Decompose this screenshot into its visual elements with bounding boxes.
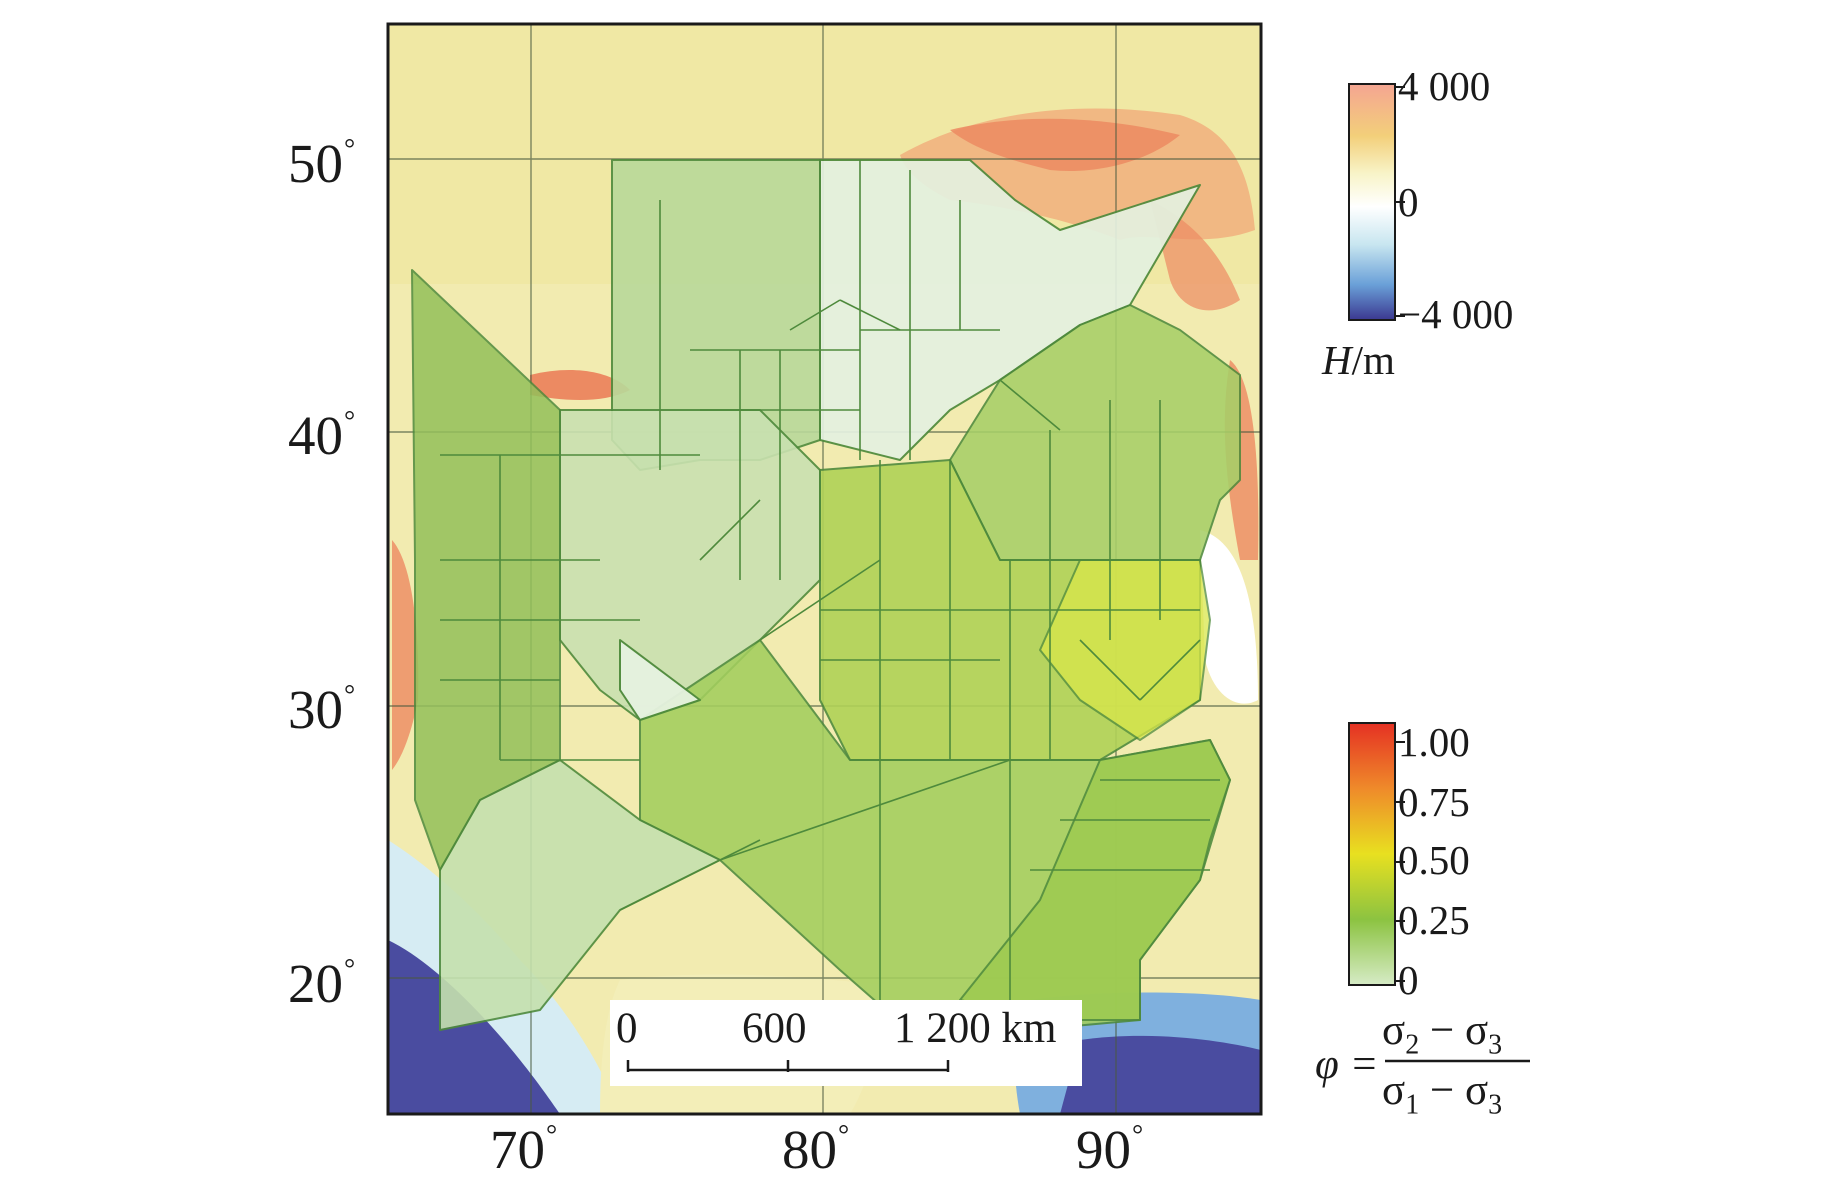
phi-region-pale-south (619, 639, 701, 721)
elevation-legend-title: H/m (1322, 337, 1395, 383)
degree-mark: ° (344, 680, 356, 711)
lon-label-90: 90° (1076, 1119, 1144, 1180)
lon-label-70: 70° (490, 1119, 558, 1180)
degree-mark: ° (344, 406, 356, 437)
lon-label-80: 80° (782, 1119, 850, 1180)
lat-label-20: 20° (288, 953, 356, 1014)
degree-mark: ° (344, 134, 356, 165)
elevation-tick-max: 4 000 (1398, 63, 1491, 109)
degree-mark: ° (1132, 1120, 1144, 1151)
elevation-colorbar (1348, 83, 1396, 321)
phi-ticks (1395, 741, 1405, 982)
formula-lhs: φ = (1315, 1041, 1379, 1088)
formula-denominator: σ1 − σ3 (1382, 1067, 1503, 1121)
scale-label-600: 600 (742, 1005, 807, 1052)
scale-label-1200: 1 200 km (894, 1005, 1057, 1052)
phi-colorbar (1348, 722, 1396, 986)
phi-region-yellow (1039, 559, 1211, 741)
degree-mark: ° (546, 1120, 558, 1151)
degree-mark: ° (344, 954, 356, 985)
phi-tick-1: 1.00 (1398, 719, 1470, 765)
degree-mark: ° (838, 1120, 850, 1151)
formula-numerator: σ2 − σ3 (1382, 1007, 1503, 1061)
phi-tick-075: 0.75 (1398, 779, 1470, 825)
phi-region-southeast (959, 739, 1231, 1021)
phi-tick-025: 0.25 (1398, 897, 1470, 943)
elevation-ticks (1395, 86, 1405, 317)
lat-label-40: 40° (288, 405, 356, 466)
elevation-tick-zero: 0 (1398, 179, 1419, 225)
scale-bar (626, 1060, 950, 1072)
lat-label-30: 30° (288, 679, 356, 740)
elevation-tick-min: −4 000 (1398, 291, 1514, 337)
phi-tick-0: 0 (1398, 957, 1419, 1003)
scale-label-0: 0 (616, 1005, 638, 1052)
scale-bar-box (610, 1000, 1082, 1086)
phi-tick-050: 0.50 (1398, 837, 1470, 883)
phi-cell-edges (440, 160, 1220, 1000)
phi-mesh (411, 159, 1241, 1041)
map-frame (386, 22, 1263, 1116)
lat-label-50: 50° (288, 133, 356, 194)
